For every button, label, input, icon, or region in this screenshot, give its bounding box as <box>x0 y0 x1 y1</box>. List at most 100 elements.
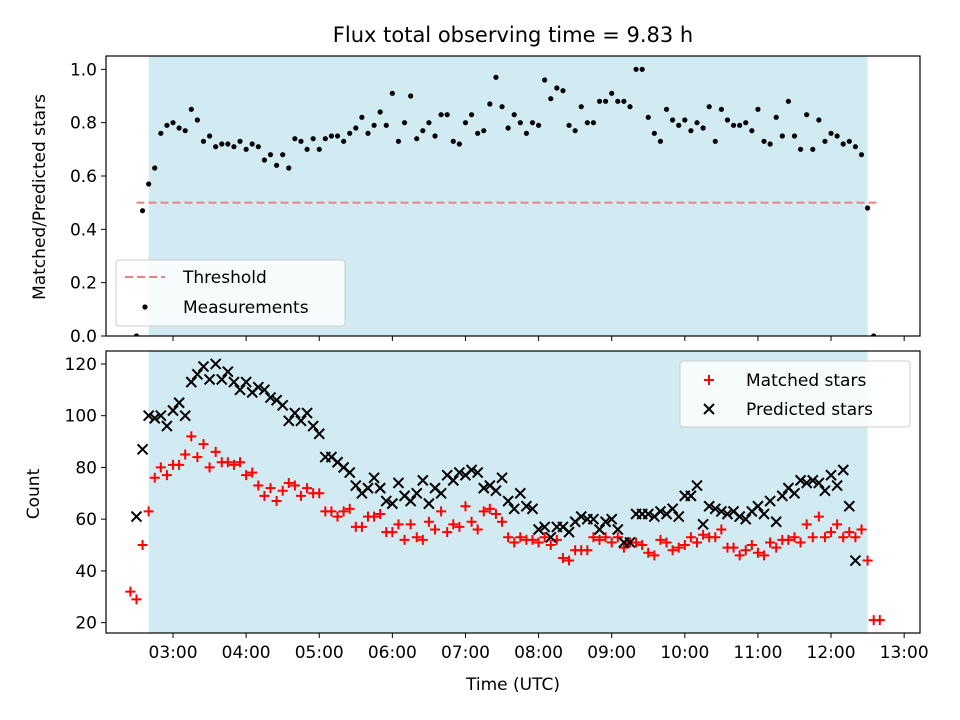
measurement-point <box>468 112 475 118</box>
measurement-point <box>139 208 146 214</box>
measurement-point <box>603 98 609 104</box>
count-y-tick-label: 40 <box>75 562 97 582</box>
x-tick-label: 11:00 <box>733 643 782 663</box>
measurement-point <box>791 133 798 139</box>
measurement-point <box>712 138 718 144</box>
predicted-star-point <box>715 505 728 518</box>
matched-star-point <box>673 542 684 553</box>
matched-star-point <box>545 540 556 551</box>
predicted-star-point <box>764 495 776 507</box>
measurement-point <box>596 98 603 104</box>
measurement-point <box>383 122 389 128</box>
measurement-point <box>462 120 469 126</box>
measurement-point <box>261 157 268 163</box>
predicted-star-point <box>496 472 508 484</box>
predicted-star-point <box>173 397 185 409</box>
measurement-point <box>615 98 621 104</box>
measurement-point <box>810 146 816 152</box>
ratio-y-axis-label: Matched/Predicted stars <box>30 94 50 300</box>
predicted-star-point <box>740 513 752 525</box>
measurement-point <box>535 122 542 128</box>
predicted-star-point <box>179 409 191 422</box>
measurement-point <box>560 88 566 94</box>
predicted-star-point <box>471 466 484 479</box>
predicted-star-point <box>197 360 210 373</box>
legend-predicted-label: Predicted stars <box>746 400 873 420</box>
predicted-star-point <box>532 523 545 536</box>
predicted-star-point <box>149 412 161 424</box>
predicted-star-point <box>191 368 204 380</box>
predicted-star-point <box>691 479 703 492</box>
measurement-point <box>633 66 639 72</box>
measurement-point <box>529 120 536 126</box>
matched-star-point <box>655 534 666 545</box>
matched-star-point <box>588 532 599 543</box>
count-series-matched-stars <box>125 431 885 626</box>
matched-star-point <box>667 545 678 556</box>
measurement-point <box>304 146 310 152</box>
matched-star-point <box>222 457 233 468</box>
ratio-series-measurements <box>133 66 877 336</box>
matched-star-point <box>478 506 489 517</box>
measurement-point <box>432 133 438 139</box>
x-tick-label: 04:00 <box>222 643 271 663</box>
predicted-star-point <box>563 526 575 538</box>
legend-box <box>115 259 346 327</box>
count-y-tick-label: 100 <box>65 407 97 427</box>
count-y-tick-label: 80 <box>75 458 97 478</box>
matched-star-point <box>295 490 306 501</box>
measurement-point <box>273 162 280 168</box>
matched-star-point <box>302 483 313 494</box>
predicted-star-point <box>508 503 520 515</box>
predicted-star-point <box>807 474 819 487</box>
matched-star-point <box>393 519 404 530</box>
predicted-star-point <box>752 500 764 512</box>
matched-star-point <box>228 459 239 470</box>
measurement-point <box>475 130 481 136</box>
predicted-star-point <box>819 484 831 497</box>
predicted-star-point <box>794 474 807 487</box>
matched-star-point <box>387 527 398 538</box>
measurement-point <box>359 114 365 120</box>
predicted-star-point <box>417 474 429 487</box>
measurement-point <box>858 152 865 158</box>
measurement-point <box>146 181 152 187</box>
matched-star-point <box>698 529 709 540</box>
predicted-star-point <box>593 523 606 536</box>
measurement-point <box>487 101 493 107</box>
predicted-star-point <box>520 500 533 512</box>
measurement-point <box>194 117 200 123</box>
measurement-point <box>657 138 664 144</box>
predicted-star-point <box>374 482 386 494</box>
matched-star-point <box>137 540 148 551</box>
x-axis-label: Time (UTC) <box>465 675 560 695</box>
predicted-star-point <box>240 376 252 388</box>
legend-threshold-label: Threshold <box>182 268 267 288</box>
predicted-star-point <box>362 482 374 494</box>
matched-star-point <box>539 532 550 543</box>
matched-star-point <box>241 470 252 481</box>
matched-star-point <box>807 532 818 543</box>
predicted-star-point <box>411 487 423 500</box>
x-tick-label: 08:00 <box>514 643 563 663</box>
measurement-point <box>737 122 743 128</box>
measurement-point <box>663 106 670 112</box>
measurement-point <box>871 333 877 336</box>
measurement-point <box>450 138 456 144</box>
measurement-point <box>816 117 822 123</box>
predicted-star-point <box>142 409 155 422</box>
matched-star-point <box>283 477 294 488</box>
matched-star-point <box>503 532 514 543</box>
measurement-point <box>395 138 402 144</box>
matched-star-point <box>752 547 763 558</box>
matched-star-point <box>533 537 544 548</box>
matched-star-point <box>509 537 520 548</box>
matched-star-point <box>210 446 221 457</box>
measurement-point <box>743 120 749 126</box>
count-y-tick-label: 20 <box>75 614 97 634</box>
measurement-point <box>341 138 347 144</box>
matched-star-point <box>149 472 160 483</box>
count-axes-frame <box>105 350 921 634</box>
matched-star-point <box>454 521 465 532</box>
predicted-star-point <box>654 505 667 518</box>
